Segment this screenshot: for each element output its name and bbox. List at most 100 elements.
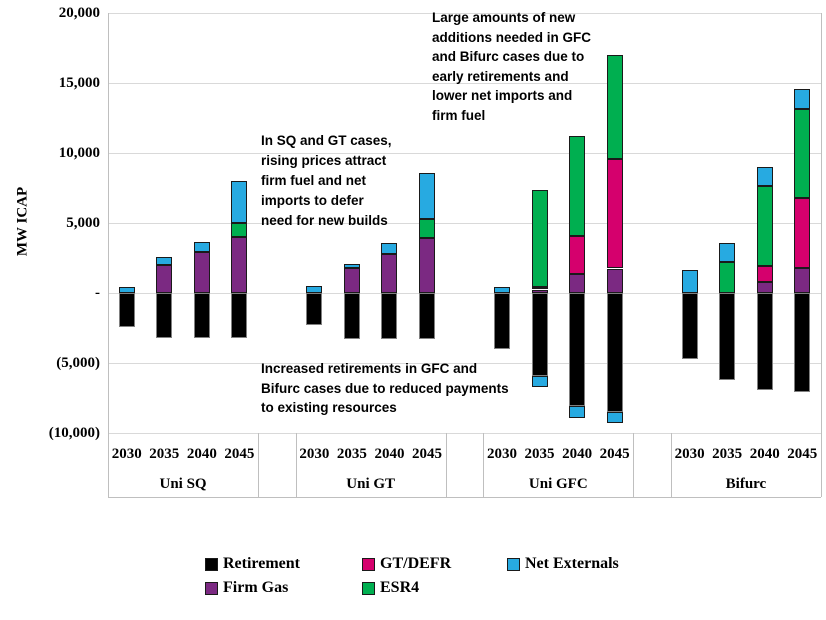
bar-uni-sq-2040-net_externals [193, 241, 210, 253]
y-tick-label: - [95, 285, 100, 301]
x-year-label: 2040 [186, 446, 217, 462]
bar-uni-gfc-2040-firm_gas [569, 274, 586, 293]
bar-uni-sq-2045-net_externals [231, 181, 248, 223]
legend-item-gt-defr: GT/DEFR [362, 556, 451, 572]
bar-uni-gfc-2045-esr4 [606, 55, 623, 159]
gridline [108, 433, 821, 434]
y-tick-label: (10,000) [48, 425, 100, 441]
legend-item-esr4: ESR4 [362, 580, 419, 596]
bar-uni-gfc-2045-firm_gas [606, 268, 623, 293]
bar-bifurc-2040-gt_defr [756, 265, 773, 282]
plot-right-border [821, 13, 822, 497]
axis-separator [295, 433, 297, 497]
bar-uni-sq-2030-net_externals [118, 287, 135, 293]
x-group-label: Uni GT [346, 476, 396, 492]
bar-uni-gfc-2035-gt_defr [531, 287, 548, 290]
x-year-label: 2030 [674, 446, 705, 462]
bar-uni-sq-2035-firm_gas [156, 265, 173, 293]
bar-uni-sq-2030-retirement [118, 293, 135, 327]
legend-swatch-icon [205, 581, 218, 595]
bar-uni-gt-2045-net_externals [418, 172, 435, 219]
bar-uni-gfc-2030-retirement [494, 293, 511, 349]
bar-bifurc-2040-firm_gas [756, 281, 773, 293]
bar-uni-gfc-2040-net_externals [569, 406, 586, 418]
bar-bifurc-2045-retirement [794, 293, 811, 393]
bar-uni-gt-2035-retirement [343, 293, 360, 340]
bar-uni-gt-2035-firm_gas [343, 267, 360, 293]
bar-bifurc-2045-esr4 [794, 108, 811, 198]
x-year-label: 2030 [111, 446, 142, 462]
bar-uni-gfc-2045-retirement [606, 293, 623, 412]
legend-swatch-icon [205, 557, 218, 571]
bar-uni-sq-2045-esr4 [231, 223, 248, 237]
bar-bifurc-2035-esr4 [719, 262, 736, 293]
y-tick-label: 10,000 [58, 145, 100, 161]
legend-item-firm-gas: Firm Gas [205, 580, 288, 596]
legend-label: Net Externals [525, 555, 619, 572]
bar-uni-gfc-2035-retirement [531, 293, 548, 376]
y-tick-label: (5,000) [56, 355, 100, 371]
x-year-label: 2030 [487, 446, 518, 462]
bar-bifurc-2045-gt_defr [794, 197, 811, 268]
gridline [108, 363, 821, 364]
y-tick-label: 5,000 [66, 215, 100, 231]
annotation-retirements: Increased retirements in GFC and Bifurc … [261, 361, 509, 415]
legend-swatch-icon [507, 557, 520, 571]
bar-uni-sq-2045-firm_gas [231, 237, 248, 293]
gridline [108, 293, 821, 294]
x-year-label: 2045 [787, 446, 818, 462]
x-year-label: 2040 [749, 446, 780, 462]
x-year-label: 2035 [712, 446, 743, 462]
bar-bifurc-2040-net_externals [756, 167, 773, 186]
x-year-label: 2035 [149, 446, 180, 462]
gridline [108, 223, 821, 224]
bar-uni-gt-2040-retirement [381, 293, 398, 340]
bar-uni-gfc-2035-net_externals [531, 375, 548, 387]
bar-uni-gfc-2040-gt_defr [569, 235, 586, 275]
x-year-label: 2045 [224, 446, 255, 462]
annotation-gfc-additions: Large amounts of new additions needed in… [432, 10, 592, 123]
axis-separator [258, 433, 260, 497]
legend-swatch-icon [362, 557, 375, 571]
bar-uni-gfc-2030-net_externals [494, 287, 511, 293]
annotation-sq-gt: In SQ and GT cases, rising prices attrac… [261, 133, 392, 228]
x-year-label: 2045 [599, 446, 630, 462]
axis-band-bottom-line [108, 497, 821, 498]
bar-bifurc-2045-net_externals [794, 89, 811, 109]
x-year-label: 2035 [524, 446, 555, 462]
bar-uni-sq-2035-retirement [156, 293, 173, 338]
bar-uni-gt-2045-esr4 [418, 218, 435, 238]
x-year-label: 2035 [336, 446, 367, 462]
bar-uni-gfc-2045-net_externals [606, 412, 623, 424]
gridline [108, 153, 821, 154]
x-year-label: 2040 [374, 446, 405, 462]
y-tick-label: 20,000 [58, 5, 100, 21]
bar-bifurc-2030-net_externals [681, 269, 698, 293]
bar-uni-gfc-2035-esr4 [531, 190, 548, 288]
y-tick-label: 15,000 [58, 75, 100, 91]
bar-uni-gfc-2035-firm_gas [531, 289, 548, 293]
gridline [108, 83, 821, 84]
legend-label: Firm Gas [223, 579, 289, 596]
legend-item-net-externals: Net Externals [507, 556, 619, 572]
bar-uni-gt-2030-retirement [306, 293, 323, 326]
legend-item-retirement: Retirement [205, 556, 300, 572]
bar-uni-gt-2040-net_externals [381, 242, 398, 254]
bar-uni-gt-2035-net_externals [343, 264, 360, 268]
bar-uni-sq-2040-retirement [193, 293, 210, 338]
bar-bifurc-2035-net_externals [719, 243, 736, 263]
bar-uni-sq-2045-retirement [231, 293, 248, 338]
bar-bifurc-2035-retirement [719, 293, 736, 380]
bar-uni-gt-2040-firm_gas [381, 253, 398, 293]
legend-label: ESR4 [380, 579, 420, 596]
bar-bifurc-2040-retirement [756, 293, 773, 390]
bar-bifurc-2030-retirement [681, 293, 698, 359]
bar-uni-gfc-2040-esr4 [569, 136, 586, 236]
x-year-label: 2045 [411, 446, 442, 462]
x-group-label: Uni GFC [528, 476, 588, 492]
bar-bifurc-2040-esr4 [756, 185, 773, 266]
bar-uni-gt-2045-firm_gas [418, 237, 435, 293]
